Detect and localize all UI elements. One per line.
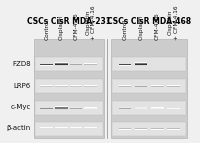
Bar: [119, 86, 131, 87]
Bar: [55, 109, 68, 110]
Bar: [55, 127, 68, 128]
Bar: [70, 64, 82, 65]
Bar: [151, 64, 164, 65]
Bar: [55, 63, 68, 64]
Bar: [151, 108, 164, 109]
Bar: [167, 128, 180, 129]
Bar: [167, 86, 180, 87]
Text: Cisplatin: Cisplatin: [59, 14, 64, 40]
Bar: [40, 86, 53, 87]
Bar: [40, 129, 53, 130]
Text: Control: Control: [44, 19, 49, 40]
Bar: [34, 38, 104, 138]
Text: CSCs CisR MDA-231: CSCs CisR MDA-231: [27, 17, 111, 26]
Bar: [40, 128, 53, 129]
Bar: [167, 108, 180, 109]
Bar: [151, 128, 164, 129]
Bar: [135, 63, 147, 64]
Text: FZD8: FZD8: [12, 61, 31, 67]
Bar: [167, 85, 180, 86]
Bar: [112, 101, 186, 115]
Bar: [151, 107, 164, 108]
Bar: [135, 86, 147, 87]
Bar: [84, 108, 97, 109]
Bar: [119, 128, 131, 129]
Bar: [70, 86, 82, 87]
Text: Cisplatin
+ CFM-4.16: Cisplatin + CFM-4.16: [168, 5, 179, 40]
Text: Cisplatin: Cisplatin: [139, 14, 144, 40]
Text: CSCs ClsR MDA-468: CSCs ClsR MDA-468: [107, 17, 191, 26]
Bar: [112, 122, 186, 136]
Bar: [55, 108, 68, 109]
Bar: [40, 64, 53, 65]
Bar: [135, 107, 147, 108]
Bar: [70, 108, 82, 109]
Bar: [84, 63, 97, 64]
Text: Control: Control: [122, 19, 127, 40]
Bar: [167, 129, 180, 130]
Bar: [167, 64, 180, 65]
Bar: [40, 108, 53, 109]
Bar: [84, 64, 97, 65]
Bar: [70, 129, 82, 130]
Text: CFM-4.16: CFM-4.16: [155, 12, 160, 40]
Bar: [35, 79, 103, 93]
Bar: [84, 128, 97, 129]
Bar: [135, 108, 147, 109]
Bar: [151, 129, 164, 130]
Bar: [151, 85, 164, 86]
Bar: [119, 64, 131, 65]
Bar: [84, 129, 97, 130]
Bar: [40, 65, 53, 66]
Bar: [84, 107, 97, 108]
Bar: [119, 65, 131, 66]
Bar: [119, 85, 131, 86]
Bar: [70, 128, 82, 129]
Bar: [35, 101, 103, 115]
Text: LRP6: LRP6: [14, 83, 31, 89]
Bar: [70, 63, 82, 64]
Bar: [55, 129, 68, 130]
Bar: [55, 65, 68, 66]
Bar: [70, 127, 82, 128]
Text: c-Myc: c-Myc: [11, 105, 31, 110]
Bar: [119, 129, 131, 130]
Bar: [112, 57, 186, 71]
Text: CFM-4.16: CFM-4.16: [74, 12, 79, 40]
Bar: [112, 79, 186, 93]
Bar: [151, 86, 164, 87]
Bar: [55, 86, 68, 87]
Bar: [55, 106, 68, 107]
Bar: [119, 108, 131, 109]
Bar: [55, 128, 68, 129]
Bar: [55, 62, 68, 63]
Bar: [135, 65, 147, 66]
Bar: [35, 57, 103, 71]
Bar: [70, 107, 82, 108]
Bar: [84, 86, 97, 87]
Bar: [40, 127, 53, 128]
Bar: [135, 62, 147, 63]
Bar: [35, 122, 103, 136]
Bar: [84, 127, 97, 128]
Bar: [119, 107, 131, 108]
Text: β-actin: β-actin: [7, 125, 31, 131]
Bar: [135, 85, 147, 86]
Bar: [111, 38, 187, 138]
Bar: [135, 128, 147, 129]
Bar: [40, 107, 53, 108]
Text: Cisplatin
+ CFM-4.16: Cisplatin + CFM-4.16: [85, 5, 96, 40]
Bar: [55, 107, 68, 108]
Bar: [135, 129, 147, 130]
